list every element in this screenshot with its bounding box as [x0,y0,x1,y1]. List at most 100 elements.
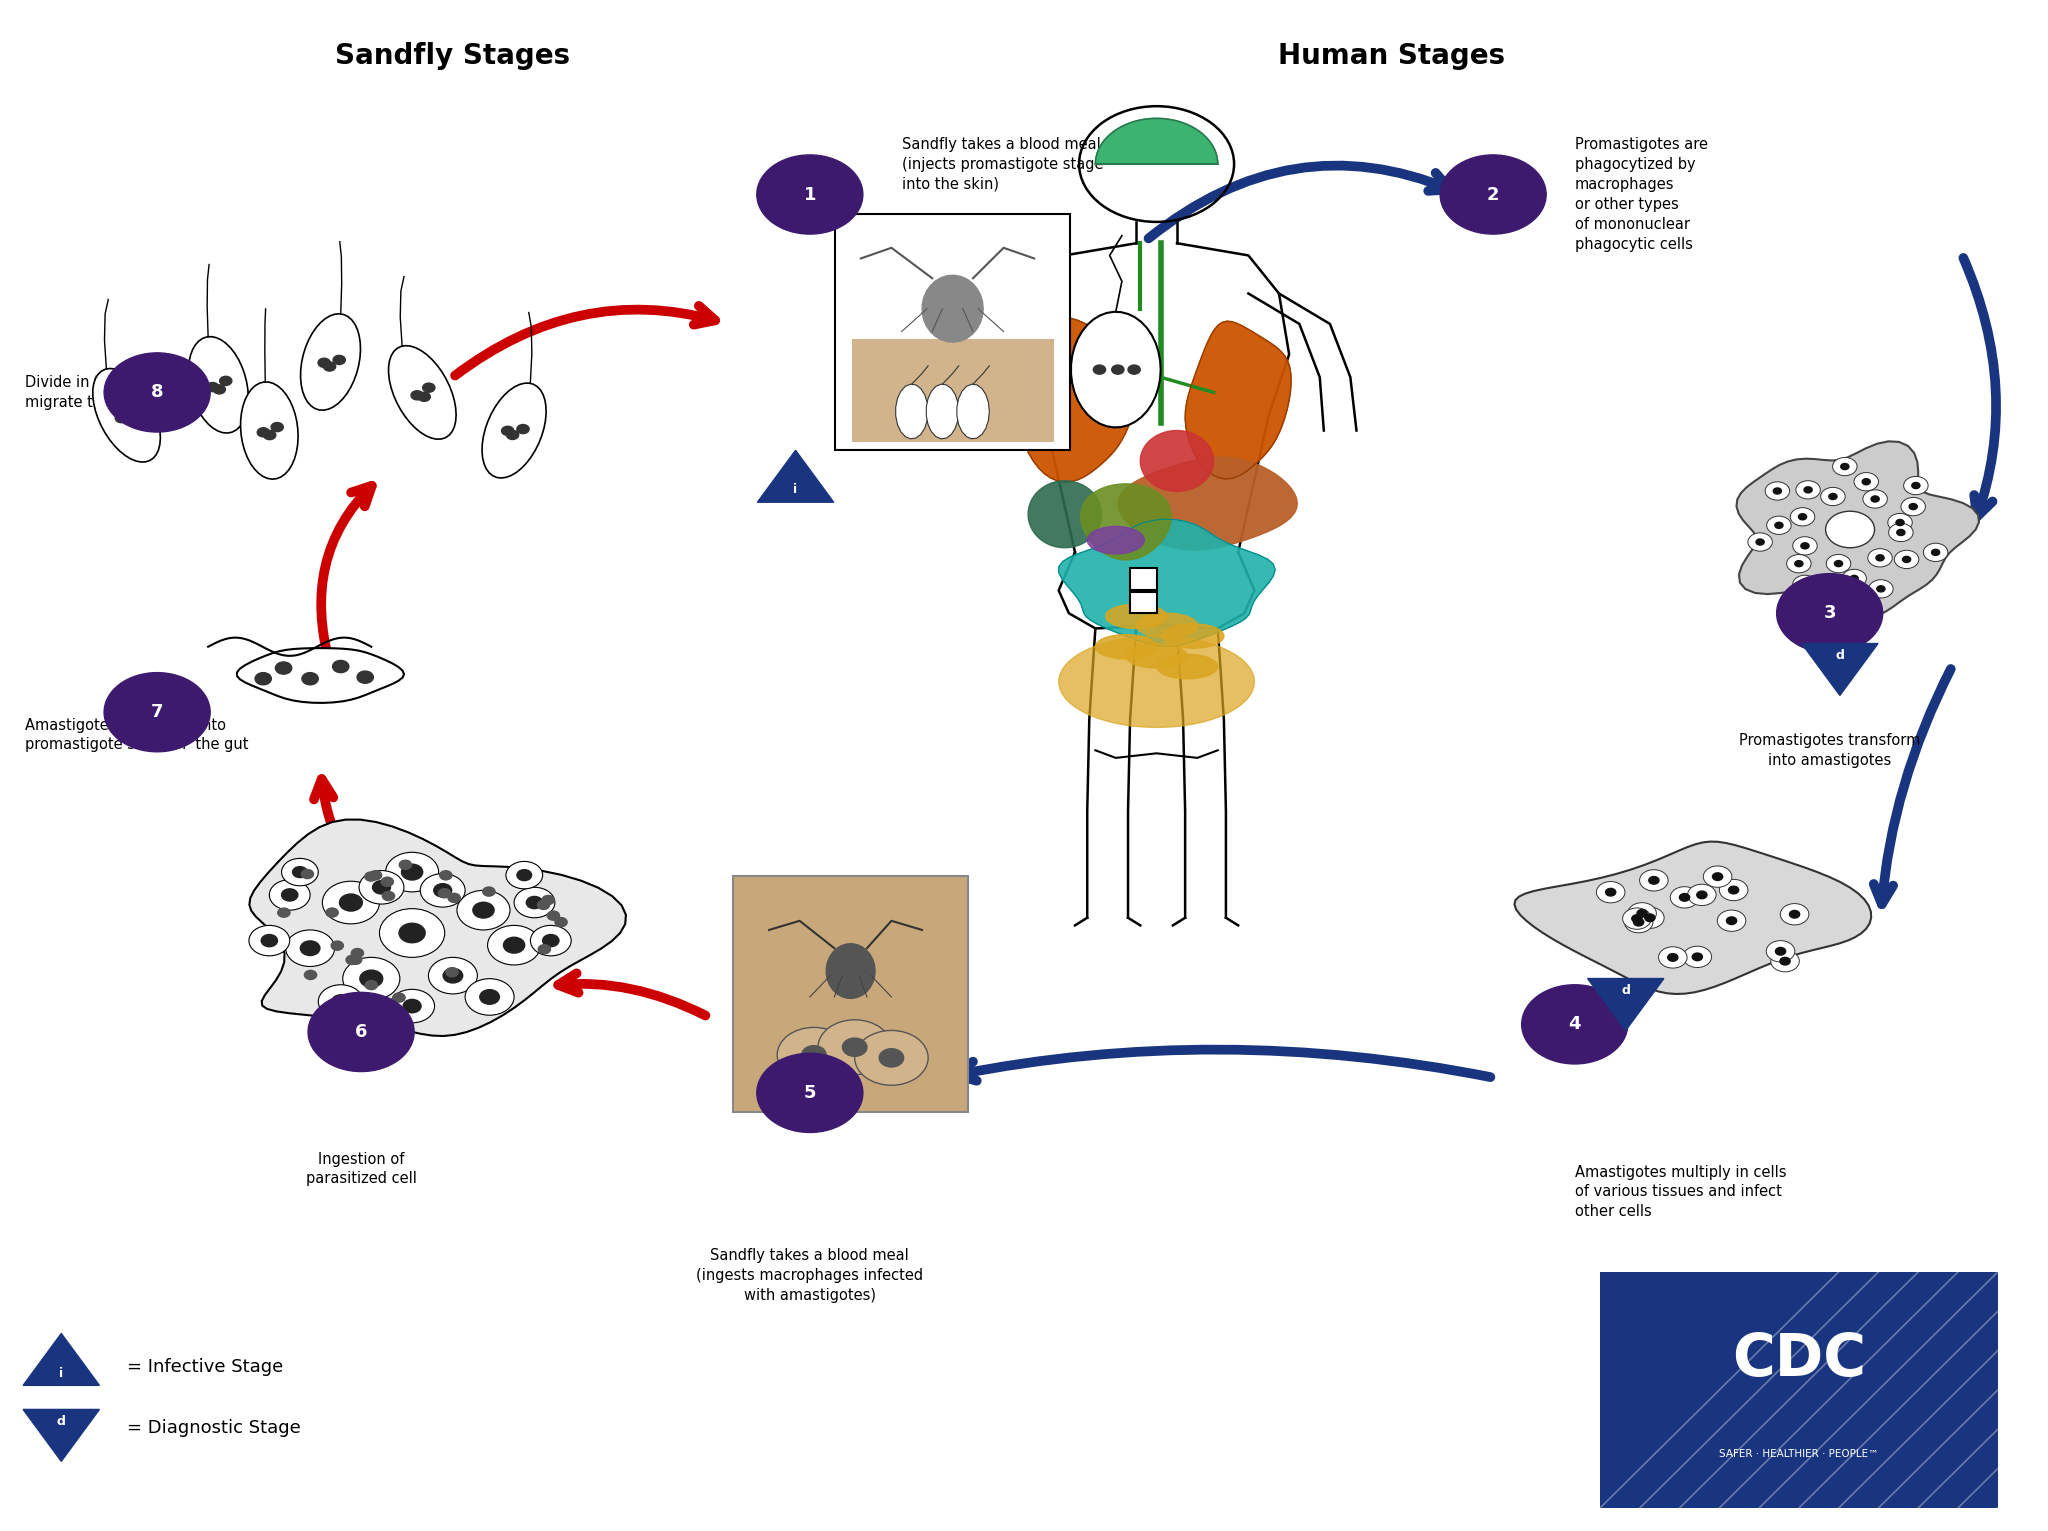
Text: d: d [57,1415,66,1428]
Circle shape [1800,582,1808,588]
Circle shape [514,888,555,917]
Circle shape [1671,886,1698,908]
Circle shape [373,880,391,894]
Circle shape [842,1038,866,1056]
Circle shape [1747,533,1772,551]
Circle shape [537,900,549,909]
Ellipse shape [1163,625,1225,648]
Polygon shape [1059,519,1276,646]
Circle shape [256,672,272,684]
Circle shape [1624,911,1653,932]
Circle shape [219,377,231,386]
Circle shape [1923,544,1948,562]
Circle shape [385,853,438,893]
Circle shape [381,877,393,886]
Circle shape [1765,940,1794,961]
Circle shape [317,984,362,1018]
Circle shape [506,430,518,439]
Circle shape [270,423,283,432]
Circle shape [1726,917,1737,925]
Circle shape [1825,511,1874,548]
Circle shape [115,413,127,423]
Circle shape [250,925,289,955]
Circle shape [543,934,559,946]
Circle shape [293,867,307,877]
Circle shape [281,890,297,902]
Circle shape [428,957,477,994]
Circle shape [516,424,528,433]
Text: Promastigotes transform
into amastigotes: Promastigotes transform into amastigotes [1739,733,1921,767]
Circle shape [854,1030,928,1085]
Circle shape [262,934,276,946]
Circle shape [127,406,139,415]
Circle shape [1896,530,1905,536]
Circle shape [1794,560,1802,566]
Text: 8: 8 [152,383,164,401]
Circle shape [1841,464,1849,470]
Circle shape [1833,458,1858,476]
Circle shape [213,384,225,393]
Polygon shape [250,819,627,1036]
Ellipse shape [1096,634,1157,658]
Circle shape [1911,482,1919,488]
Circle shape [1645,914,1655,922]
Circle shape [1128,364,1141,374]
Circle shape [346,955,358,965]
Circle shape [1853,473,1878,491]
Circle shape [317,358,330,367]
Polygon shape [1513,842,1872,994]
Polygon shape [922,276,983,341]
Circle shape [1112,364,1124,374]
Circle shape [1792,537,1817,554]
Circle shape [1772,951,1800,972]
Ellipse shape [1126,643,1188,668]
Circle shape [1632,916,1642,922]
Circle shape [1628,903,1657,925]
Circle shape [516,870,532,880]
FancyBboxPatch shape [1130,568,1157,591]
Polygon shape [1020,318,1139,482]
Polygon shape [1141,430,1214,491]
Text: i: i [793,484,797,496]
Circle shape [1896,519,1905,525]
Circle shape [1868,548,1892,566]
Circle shape [403,1000,422,1014]
Circle shape [123,415,135,424]
Polygon shape [1059,635,1255,727]
Circle shape [506,862,543,890]
Circle shape [1821,487,1845,505]
Text: Sandfly takes a blood meal
(ingests macrophages infected
with amastigotes): Sandfly takes a blood meal (ingests macr… [696,1248,924,1303]
Circle shape [399,923,426,943]
Circle shape [801,1046,825,1064]
Text: Sandfly Stages: Sandfly Stages [336,43,571,70]
Circle shape [1712,873,1722,880]
Circle shape [1649,877,1659,885]
Circle shape [1835,560,1843,566]
Circle shape [1804,487,1812,493]
Circle shape [399,860,412,870]
Circle shape [340,894,362,911]
Circle shape [1841,570,1866,588]
FancyBboxPatch shape [733,876,969,1112]
Circle shape [1692,954,1702,960]
Circle shape [1774,488,1782,495]
Polygon shape [92,369,160,462]
Circle shape [420,874,465,906]
Circle shape [1780,903,1808,925]
Polygon shape [926,384,958,439]
Circle shape [479,989,500,1004]
Circle shape [879,1049,903,1067]
Circle shape [322,882,379,923]
Text: Ingestion of
parasitized cell: Ingestion of parasitized cell [305,1151,416,1187]
FancyBboxPatch shape [836,213,1069,450]
Circle shape [526,897,543,908]
Circle shape [1868,580,1892,599]
Circle shape [1776,522,1784,528]
Circle shape [332,660,348,672]
Circle shape [365,873,377,882]
Circle shape [279,908,291,917]
Circle shape [539,945,551,954]
Text: = Infective Stage: = Infective Stage [127,1358,283,1376]
Circle shape [1659,946,1688,968]
Circle shape [369,871,381,880]
